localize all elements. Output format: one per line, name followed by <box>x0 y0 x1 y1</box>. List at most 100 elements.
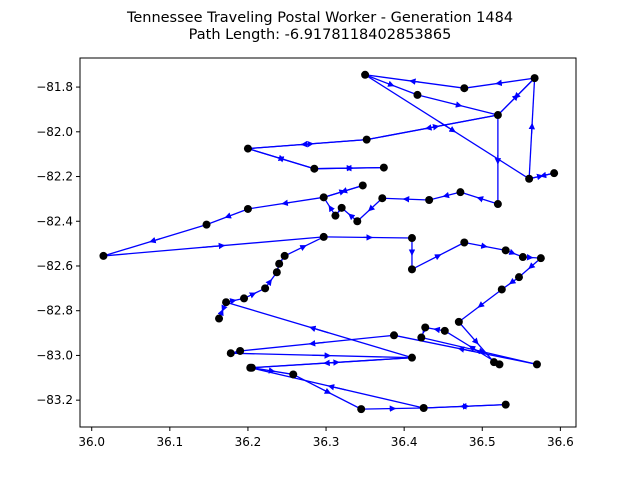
city-point <box>243 144 252 153</box>
city-point <box>501 400 510 409</box>
city-point <box>495 360 504 369</box>
path-direction-arrow <box>539 171 547 179</box>
city-point <box>362 135 371 144</box>
city-point <box>518 253 527 262</box>
city-point <box>417 333 426 342</box>
y-tick-label: −82.2 <box>36 170 73 184</box>
city-point <box>419 403 428 412</box>
path-direction-arrow <box>340 187 348 194</box>
x-axis: 36.0 36.1 36.2 36.3 36.4 36.5 36.6 <box>78 427 574 449</box>
path-direction-arrow <box>217 308 224 317</box>
path-direction-arrow <box>308 340 325 347</box>
x-tick-label: 36.3 <box>313 435 340 449</box>
city-point <box>532 360 541 369</box>
path-direction-arrow <box>442 191 450 199</box>
city-point <box>378 194 387 203</box>
city-point <box>413 90 422 99</box>
city-point <box>357 405 366 414</box>
path-direction-arrow <box>495 79 504 87</box>
route-path <box>103 74 555 412</box>
path-direction-arrow <box>327 384 346 391</box>
path-direction-arrow <box>468 345 477 352</box>
path-direction-arrow <box>322 359 340 366</box>
city-point <box>275 259 284 268</box>
path-direction-arrow <box>457 346 473 353</box>
path-direction-arrow <box>323 387 332 395</box>
path-direction-arrow <box>337 205 345 213</box>
city-point <box>319 232 328 241</box>
city-point <box>280 251 289 260</box>
city-point <box>497 285 506 294</box>
path-direction-arrow <box>434 253 442 261</box>
city-point <box>226 349 235 358</box>
city-point <box>358 181 367 190</box>
city-point <box>289 370 298 379</box>
chart-title: Tennessee Traveling Postal Worker - Gene… <box>126 10 513 26</box>
city-point <box>215 314 224 323</box>
path-direction-arrow <box>477 301 485 308</box>
city-point <box>353 217 362 226</box>
x-tick-label: 36.0 <box>78 435 105 449</box>
city-point <box>460 84 469 93</box>
path-direction-arrow <box>265 278 273 287</box>
y-tick-label: −83.2 <box>36 393 73 407</box>
city-point <box>407 265 416 274</box>
x-tick-label: 36.1 <box>156 435 183 449</box>
city-point <box>440 326 449 335</box>
city-point <box>272 268 281 277</box>
path-direction-arrow <box>268 367 276 374</box>
path-direction-arrow <box>476 196 484 203</box>
x-tick-label: 36.2 <box>235 435 262 449</box>
path-direction-arrow <box>409 78 420 85</box>
path-direction-arrow <box>301 140 314 148</box>
path-direction-arrow <box>480 242 488 249</box>
y-tick-label: −83.0 <box>36 348 73 362</box>
y-tick-label: −82.0 <box>36 125 73 139</box>
city-point <box>454 317 463 326</box>
city-point <box>550 169 559 178</box>
path-direction-arrow <box>309 325 329 334</box>
city-point <box>460 238 469 247</box>
path-direction-arrow <box>473 347 486 355</box>
path-direction-arrow <box>513 91 521 99</box>
city-point <box>407 353 416 362</box>
y-axis: −83.2 −83.0 −82.8 −82.6 −82.4 −82.2 −82.0 −81.8 <box>36 80 80 407</box>
city-point <box>493 200 502 209</box>
city-point <box>379 163 388 172</box>
city-point <box>390 331 399 340</box>
path-direction-arrow <box>453 101 463 108</box>
path-direction-arrow <box>387 80 395 87</box>
path-direction-arrow <box>248 292 257 299</box>
path-direction-arrow <box>202 242 226 250</box>
path-direction-arrow <box>425 123 440 131</box>
city-point <box>421 323 430 332</box>
city-point <box>501 246 510 255</box>
city-point <box>456 188 465 197</box>
path-direction-arrow <box>528 122 536 134</box>
path-direction-arrow <box>438 121 456 133</box>
city-point <box>407 234 416 243</box>
city-point <box>99 251 108 260</box>
path-direction-arrow <box>281 199 290 207</box>
path-direction-arrow <box>276 258 283 267</box>
city-point <box>202 220 211 229</box>
city-point <box>361 70 370 79</box>
city-point <box>331 211 340 220</box>
path-direction-arrow <box>528 262 536 270</box>
city-point <box>243 204 252 213</box>
city-point <box>310 164 319 173</box>
path-direction-arrow <box>299 244 307 251</box>
city-point <box>530 74 539 83</box>
city-point <box>246 363 255 372</box>
path-direction-arrow <box>471 337 479 345</box>
city-point <box>261 284 270 293</box>
y-tick-label: −82.8 <box>36 304 73 318</box>
city-point <box>337 203 346 212</box>
path-direction-arrow <box>368 204 376 212</box>
city-point <box>514 273 523 282</box>
city-point <box>240 294 249 303</box>
path-direction-arrow <box>149 237 161 244</box>
city-point <box>525 174 534 183</box>
path-direction-arrow <box>348 213 356 221</box>
